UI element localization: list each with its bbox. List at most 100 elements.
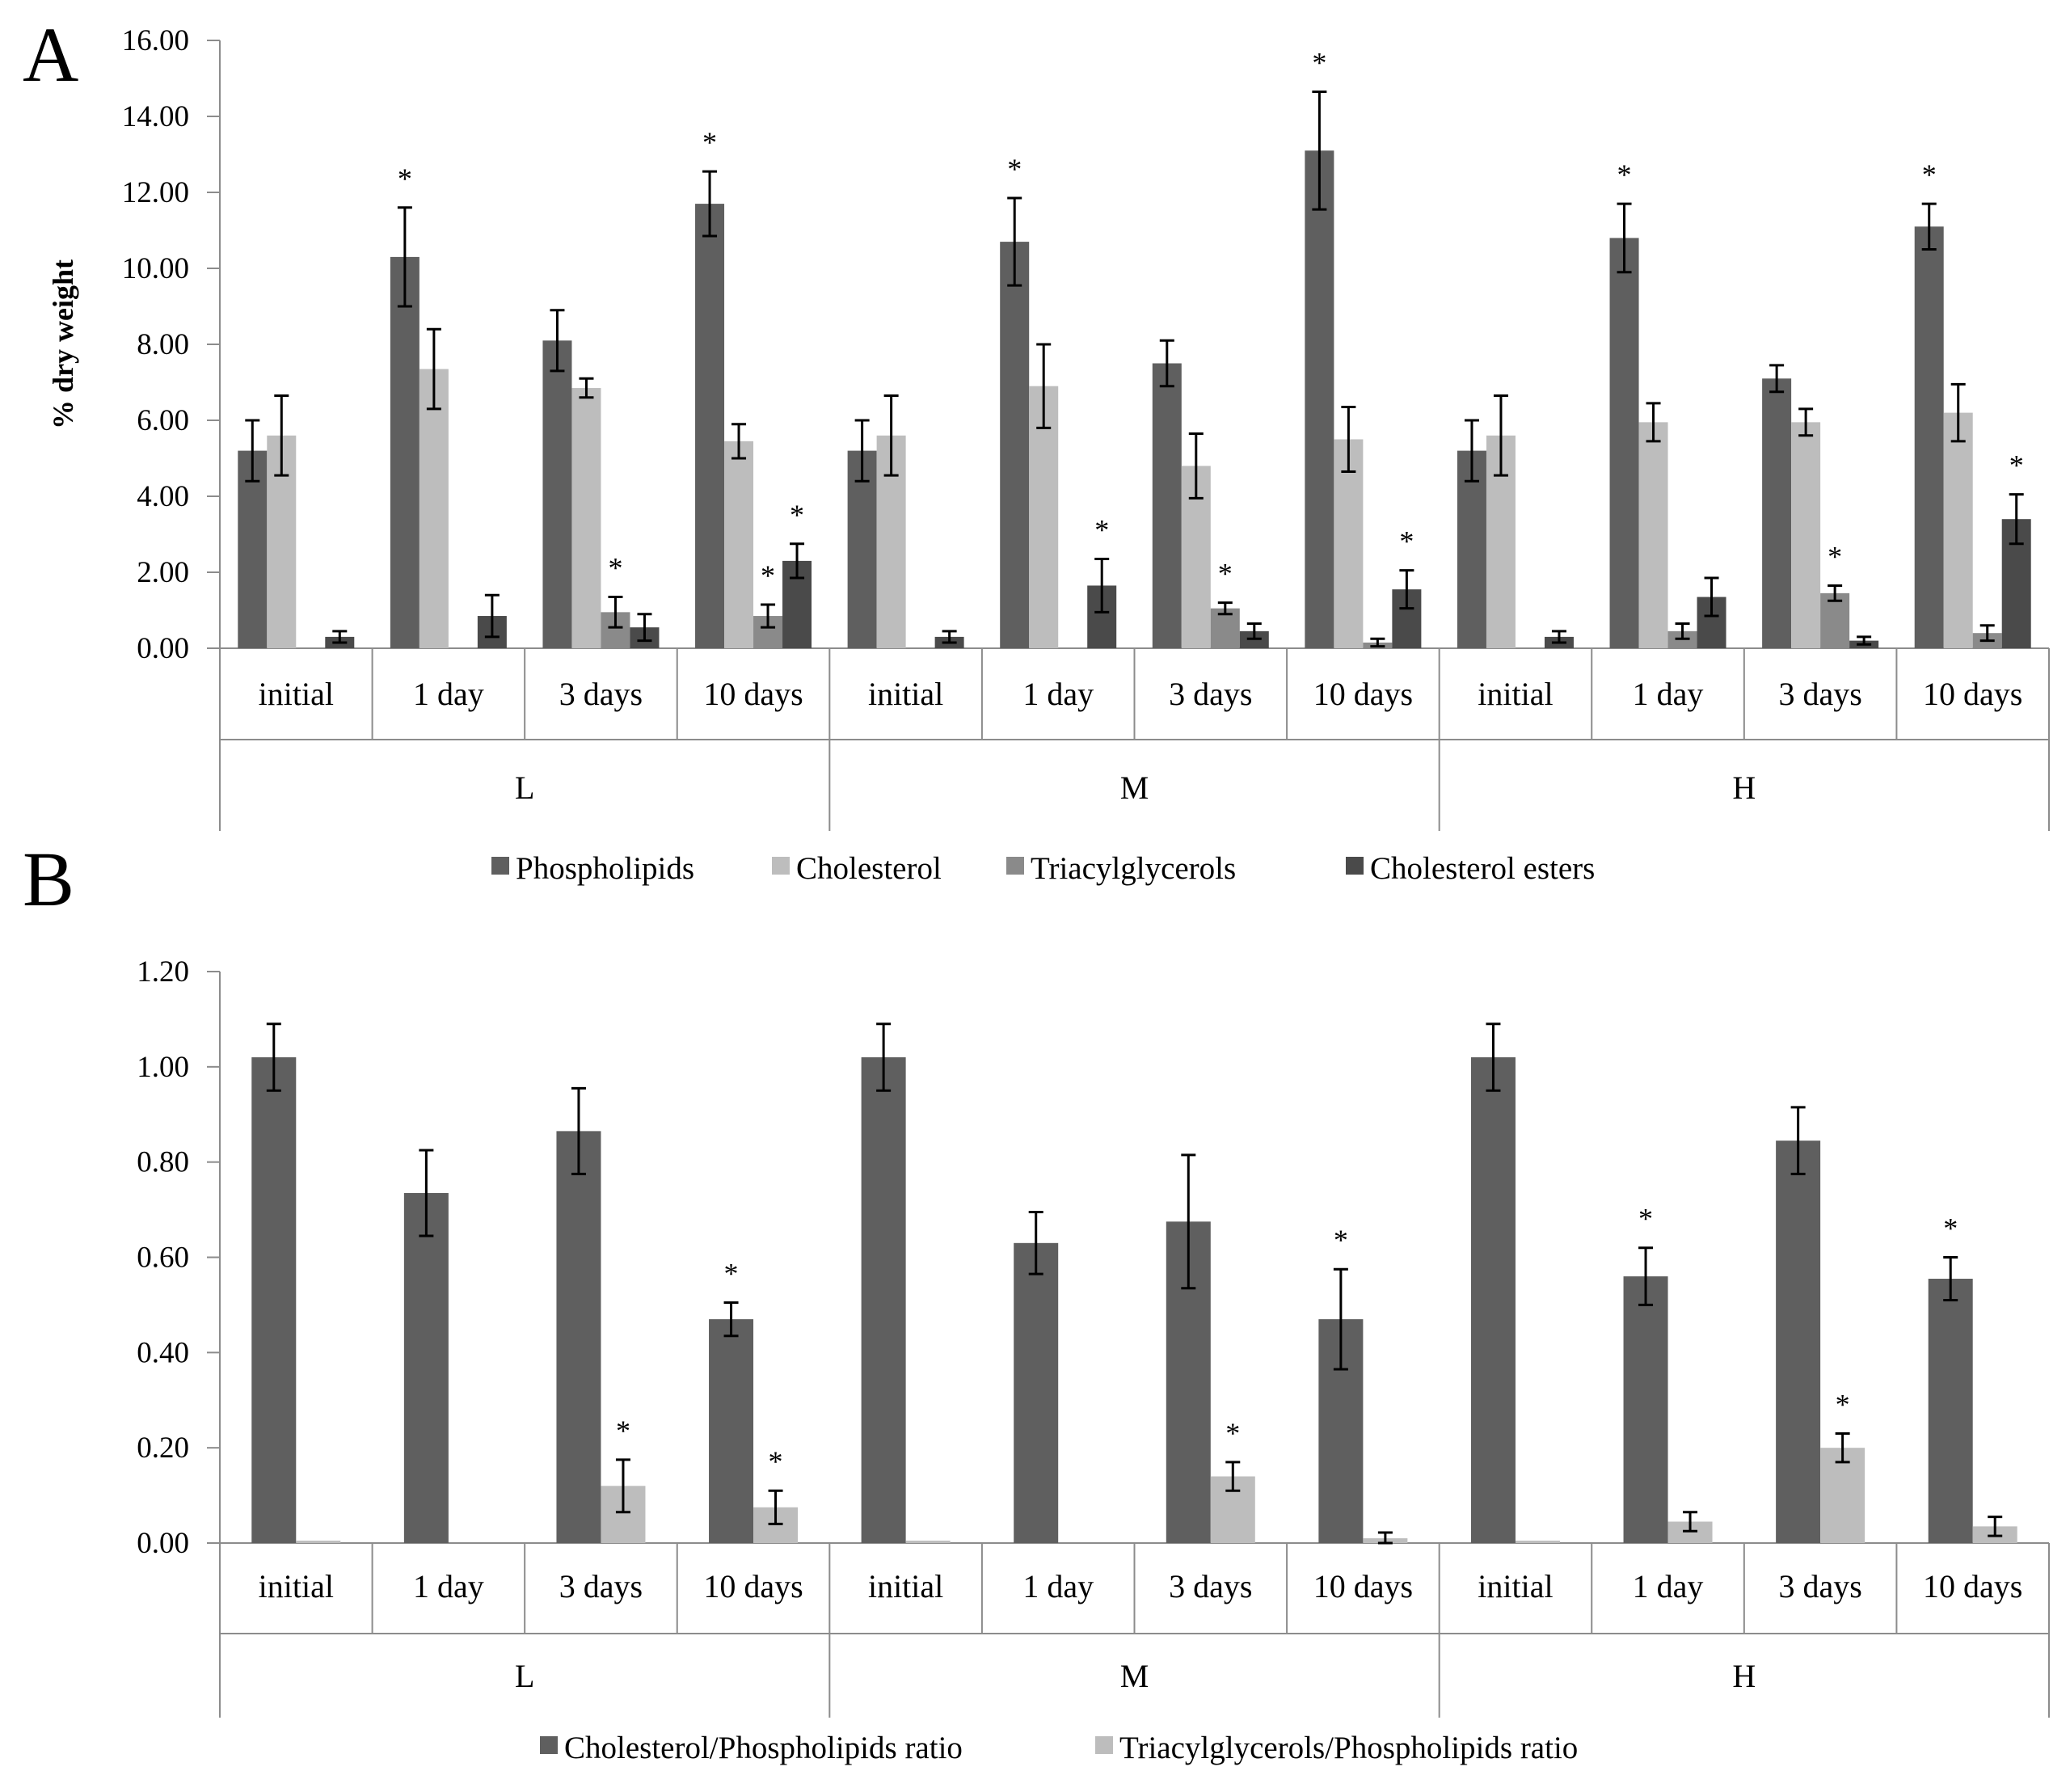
category-label: 1 day (413, 676, 484, 712)
category-label: initial (868, 676, 943, 712)
y-tick-label: 16.00 (122, 24, 189, 57)
bar (724, 441, 754, 648)
bar (1470, 1057, 1516, 1543)
bar (1457, 450, 1486, 648)
significance-marker: * (1922, 158, 1937, 191)
bar (1152, 363, 1182, 648)
bar (251, 1057, 297, 1543)
bar (1638, 422, 1668, 648)
category-label: 1 day (1633, 1568, 1704, 1604)
bar (403, 1192, 449, 1543)
significance-marker: * (1617, 158, 1632, 191)
significance-marker: * (1007, 153, 1022, 185)
bar (847, 450, 877, 648)
y-tick-label: 0.00 (137, 632, 189, 665)
group-label: M (1120, 1658, 1149, 1694)
y-tick-label: 4.00 (137, 480, 189, 513)
significance-marker: * (2009, 449, 2024, 482)
chart-a: 0.00 2.00 4.00 6.00 8.00 10.00 12.00 14.00 16.00… (47, 24, 2050, 886)
category-label: 1 day (413, 1568, 484, 1604)
legend-label: Cholesterol (796, 851, 942, 886)
legend-swatch (772, 857, 790, 875)
significance-marker: * (1836, 1388, 1850, 1420)
bar (1943, 412, 1973, 648)
bar (390, 256, 419, 648)
bar (1776, 1141, 1821, 1543)
y-tick-label: 2.00 (137, 556, 189, 589)
bar (1928, 1279, 1973, 1543)
significance-marker: * (1225, 1417, 1240, 1449)
legend-label: Cholesterol esters (1370, 851, 1595, 886)
y-tick-label: 1.20 (137, 955, 189, 989)
bar (556, 1131, 601, 1543)
category-label: 1 day (1633, 676, 1704, 712)
y-axis-label: % dry weight (47, 259, 79, 429)
y-tick-label: 0.20 (137, 1431, 189, 1465)
bar (1791, 422, 1821, 648)
significance-marker: * (1312, 46, 1326, 78)
bar (542, 340, 572, 648)
category-label: 10 days (1923, 676, 2022, 712)
significance-marker: * (724, 1257, 739, 1289)
significance-marker: * (608, 552, 622, 584)
legend-swatch (1346, 857, 1364, 875)
significance-marker: * (1334, 1224, 1348, 1256)
category-label: 10 days (703, 676, 803, 712)
category-label: 3 days (1169, 676, 1252, 712)
significance-marker: * (702, 126, 717, 158)
y-tick-label: 10.00 (122, 252, 189, 285)
significance-marker: * (1828, 540, 1842, 572)
legend-swatch (1006, 857, 1024, 875)
legend-swatch (491, 857, 509, 875)
significance-marker: * (790, 499, 804, 531)
bar (1914, 226, 1944, 648)
y-tick-label: 14.00 (122, 100, 189, 133)
bar (1609, 238, 1639, 648)
y-tick-label: 0.40 (137, 1336, 189, 1369)
significance-marker: * (1399, 525, 1414, 558)
y-tick-label: 0.60 (137, 1242, 189, 1275)
category-label: 10 days (1313, 676, 1413, 712)
bar (1623, 1276, 1668, 1543)
category-label: 10 days (703, 1568, 803, 1604)
category-label: 3 days (1169, 1568, 1252, 1604)
legend-label: Triacylglycerols/Phospholipids ratio (1119, 1731, 1578, 1765)
significance-marker: * (761, 559, 775, 592)
legend-swatch (540, 1736, 558, 1754)
bar (1334, 439, 1364, 648)
significance-marker: * (769, 1445, 783, 1478)
significance-marker: * (1638, 1203, 1653, 1235)
significance-marker: * (398, 162, 412, 195)
category-label: 3 days (1778, 1568, 1861, 1604)
y-tick-label: 1.00 (137, 1051, 189, 1084)
bar (296, 1541, 341, 1543)
significance-marker: * (1218, 558, 1233, 590)
bar (419, 369, 449, 648)
group-label: M (1120, 770, 1149, 806)
bar (571, 388, 601, 648)
bar (1820, 592, 1850, 648)
significance-marker: * (616, 1415, 630, 1447)
y-tick-label: 0.00 (137, 1527, 189, 1560)
bar (861, 1057, 906, 1543)
category-label: 1 day (1022, 676, 1094, 712)
bar (709, 1319, 754, 1543)
group-label: L (515, 1658, 534, 1694)
category-label: 3 days (1778, 676, 1861, 712)
legend-label: Triacylglycerols (1031, 851, 1236, 886)
bar (1305, 150, 1334, 649)
legend-label: Phospholipids (516, 851, 694, 886)
category-label: 10 days (1313, 1568, 1413, 1604)
category-label: 3 days (559, 676, 643, 712)
category-label: 1 day (1022, 1568, 1094, 1604)
group-label: L (515, 770, 534, 806)
category-label: initial (868, 1568, 943, 1604)
category-label: initial (1478, 676, 1553, 712)
panel-a-letter: A (23, 11, 78, 98)
legend-label: Cholesterol/Phospholipids ratio (564, 1731, 963, 1765)
group-label: H (1732, 1658, 1756, 1694)
y-tick-label: 6.00 (137, 404, 189, 437)
panel-b-letter: B (23, 836, 74, 922)
legend-swatch (1095, 1736, 1113, 1754)
